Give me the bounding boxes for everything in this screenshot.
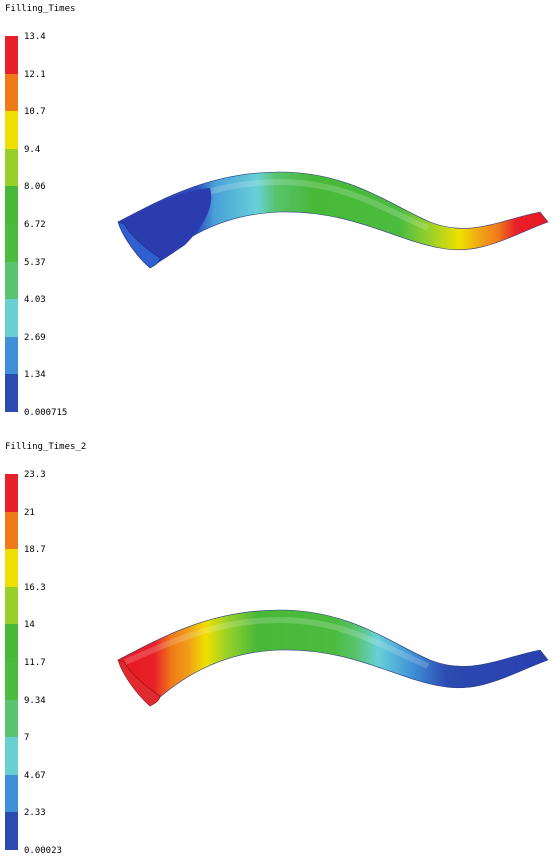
legend-label: 11.7 xyxy=(24,658,46,668)
legend-label: 8.06 xyxy=(24,182,46,193)
legend-swatch xyxy=(5,624,18,663)
legend-label: 4.03 xyxy=(24,295,46,306)
legend-swatch xyxy=(5,511,18,550)
panel-filling-times-2: Filling_Times_2 23.3 21 18.7 16.3 14 11.7 9.34… xyxy=(0,438,556,857)
legend-label: 2.33 xyxy=(24,808,46,819)
legend-swatch xyxy=(5,336,18,375)
legend-label: 16.3 xyxy=(24,582,46,593)
panel-filling-times: Filling_Times 13.4 12.1 10.7 9.4 8.06 6.72 5.3… xyxy=(5,4,549,418)
legend-label: 6.72 xyxy=(24,220,46,230)
legend-swatch xyxy=(5,374,18,413)
legend-label: 2.69 xyxy=(24,332,46,343)
legend-label: 9.4 xyxy=(24,144,41,155)
legend-label: 5.37 xyxy=(24,257,46,268)
legend-swatch xyxy=(5,36,18,75)
legend-label: 21 xyxy=(24,507,35,518)
legend-swatch xyxy=(5,299,18,338)
legend-swatch xyxy=(5,474,18,513)
legend-swatch xyxy=(5,186,18,225)
legend-swatch xyxy=(5,699,18,738)
legend-swatch xyxy=(5,662,18,701)
legend-label: 0.00023 xyxy=(24,846,62,856)
panel-title: Filling_Times_2 xyxy=(5,442,87,452)
legend-label: 10.7 xyxy=(24,107,46,118)
panel-title: Filling_Times xyxy=(5,4,76,14)
part-model-3d xyxy=(117,609,549,707)
legend-swatch xyxy=(5,261,18,300)
legend-label: 14 xyxy=(24,620,35,631)
legend-label: 0.000715 xyxy=(24,408,68,418)
legend-swatch xyxy=(5,73,18,112)
legend-swatch xyxy=(5,812,18,851)
legend-swatch xyxy=(5,224,18,263)
legend-swatch xyxy=(5,549,18,588)
part-model-3d xyxy=(117,171,549,269)
legend-label: 7 xyxy=(24,733,30,744)
legend-swatch xyxy=(5,148,18,187)
legend-label: 13.4 xyxy=(24,32,46,42)
legend-swatch xyxy=(5,737,18,776)
legend-label: 9.34 xyxy=(24,695,46,706)
legend-swatch xyxy=(5,586,18,625)
color-legend xyxy=(5,36,18,413)
legend-swatch xyxy=(5,774,18,813)
legend-label: 18.7 xyxy=(24,545,46,556)
legend-label: 12.1 xyxy=(24,69,46,80)
color-legend xyxy=(5,474,18,851)
legend-swatch xyxy=(5,111,18,150)
legend-label: 23.3 xyxy=(24,470,46,480)
legend-label: 1.34 xyxy=(24,370,46,381)
legend-label: 4.67 xyxy=(24,770,46,781)
